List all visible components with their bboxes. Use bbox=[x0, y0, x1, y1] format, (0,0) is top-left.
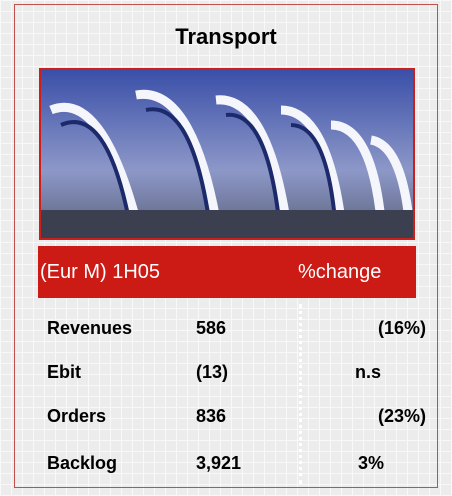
row-value: 3,921 bbox=[196, 453, 241, 474]
row-change: 3% bbox=[358, 453, 452, 474]
page: Transport (Eur M) 1H05 %change Revenues 5… bbox=[0, 0, 452, 496]
band-left-label: (Eur M) 1H05 bbox=[40, 261, 160, 284]
row-change: n.s bbox=[355, 362, 451, 383]
row-change: (23%) bbox=[330, 406, 426, 427]
row-label: Revenues bbox=[47, 318, 132, 339]
photo bbox=[39, 68, 415, 240]
title: Transport bbox=[0, 24, 452, 50]
row-label: Orders bbox=[47, 406, 106, 427]
header-band: (Eur M) 1H05 %change bbox=[38, 246, 416, 298]
row-value: (13) bbox=[196, 362, 228, 383]
row-change: (16%) bbox=[330, 318, 426, 339]
band-right-label: %change bbox=[298, 261, 381, 284]
row-value: 586 bbox=[196, 318, 226, 339]
row-label: Backlog bbox=[47, 453, 117, 474]
column-divider bbox=[299, 304, 302, 484]
row-value: 836 bbox=[196, 406, 226, 427]
row-label: Ebit bbox=[47, 362, 81, 383]
